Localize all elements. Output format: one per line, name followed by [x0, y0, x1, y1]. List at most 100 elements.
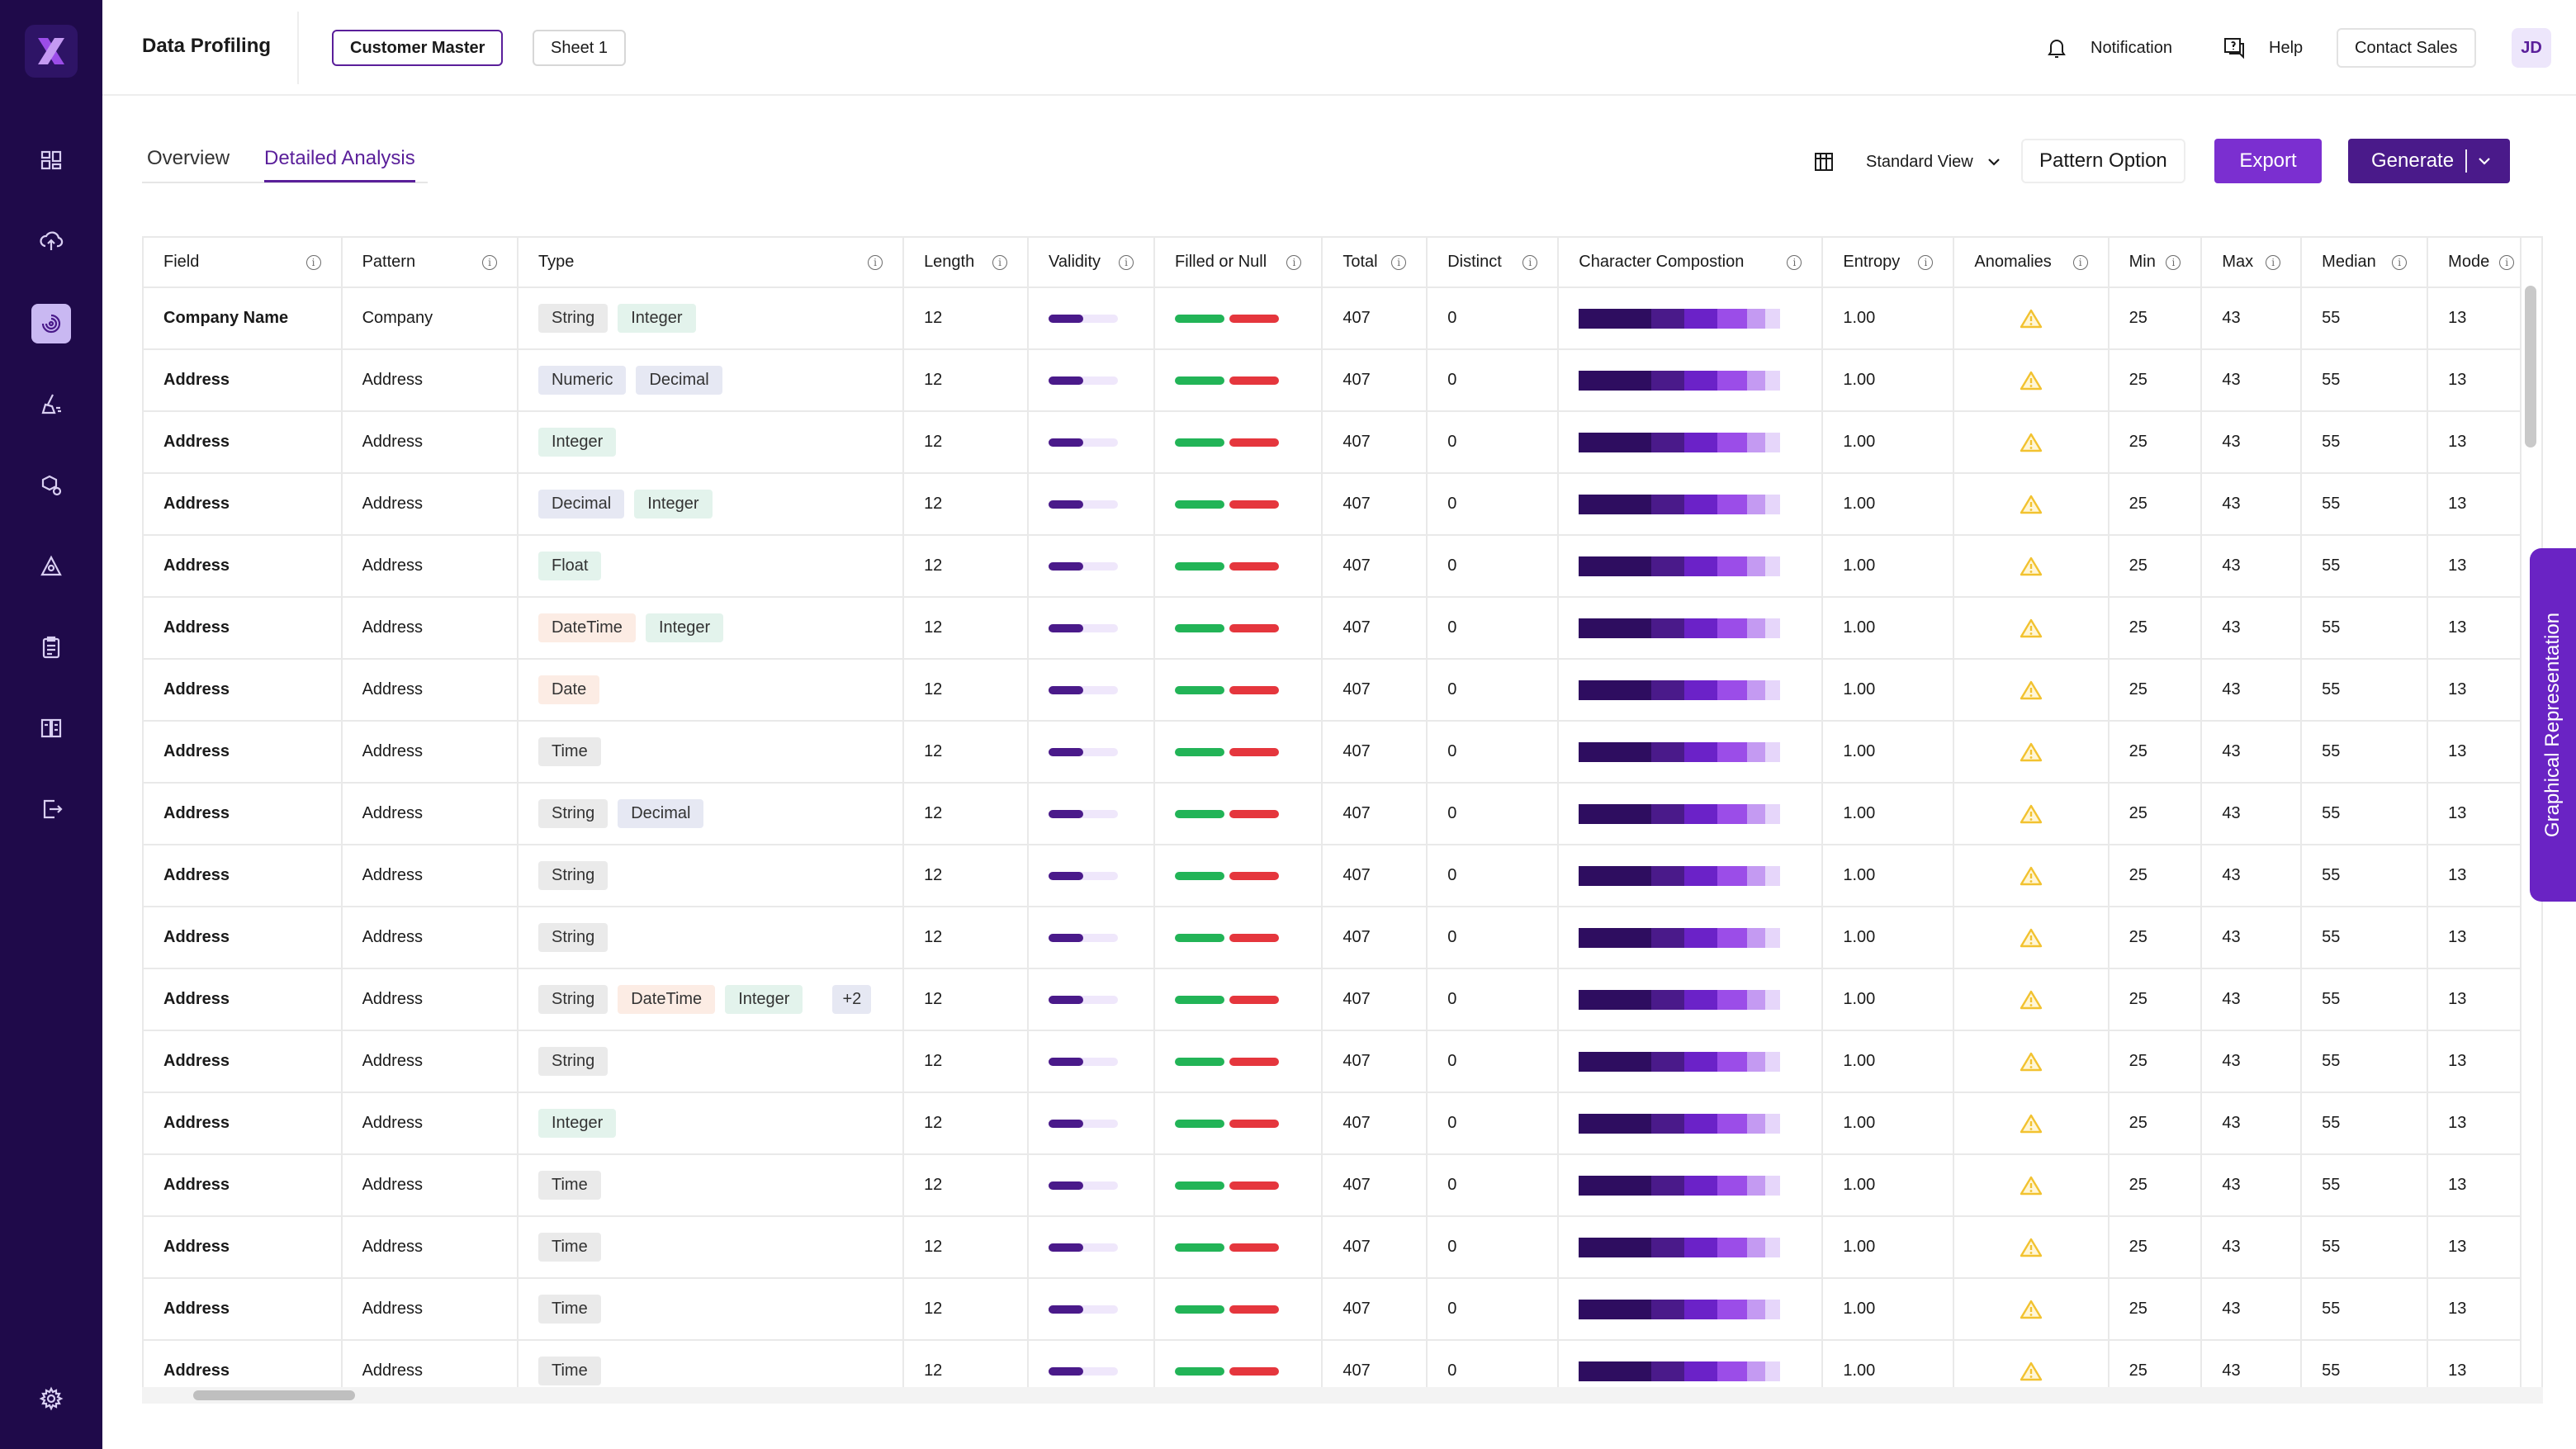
warning-triangle-icon[interactable] — [2020, 556, 2043, 577]
column-header[interactable]: Anomalies i — [1953, 238, 2110, 288]
horizontal-scroll-thumb[interactable] — [193, 1390, 355, 1400]
column-header[interactable]: Mode i — [2427, 238, 2522, 288]
column-header[interactable]: Length i — [903, 238, 1030, 288]
info-icon[interactable]: i — [2072, 254, 2088, 270]
anomalies-cell — [1953, 721, 2110, 784]
clipboard-icon[interactable] — [31, 627, 71, 667]
table-row[interactable]: Address Address String 12 407 0 1.00 25 43 55 13 — [144, 907, 2522, 969]
info-icon[interactable]: i — [2266, 254, 2281, 270]
warning-triangle-icon[interactable] — [2020, 1175, 2043, 1196]
table-row[interactable]: Address Address Integer 12 407 0 1.00 25 43 55 13 — [144, 411, 2522, 474]
column-header[interactable]: Pattern i — [341, 238, 519, 288]
column-header[interactable]: Character Compostion i — [1558, 238, 1824, 288]
warning-triangle-icon[interactable] — [2020, 1237, 2043, 1258]
data-profiling-icon[interactable] — [31, 304, 71, 343]
null-bar — [1229, 1119, 1280, 1128]
info-icon[interactable]: i — [1522, 254, 1538, 270]
tab-overview[interactable]: Overview — [147, 147, 230, 169]
table-row[interactable]: Address Address String 12 407 0 1.00 25 43 55 13 — [144, 1030, 2522, 1093]
info-icon[interactable]: i — [1391, 254, 1407, 270]
warning-triangle-icon[interactable] — [2020, 680, 2043, 701]
warning-triangle-icon[interactable] — [2020, 308, 2043, 329]
export-button[interactable]: Export — [2214, 139, 2322, 183]
table-row[interactable]: Company Name Company String Integer 12 407 0 1.… — [144, 287, 2522, 350]
column-header[interactable]: Distinct i — [1427, 238, 1560, 288]
warning-triangle-icon[interactable] — [2020, 1361, 2043, 1382]
column-header[interactable]: Min i — [2108, 238, 2203, 288]
table-row[interactable]: Address Address Date 12 407 0 1.00 25 43 55 13 — [144, 659, 2522, 722]
table-row[interactable]: Address Address String Decimal 12 407 0 1.00 25 4… — [144, 783, 2522, 845]
table-row[interactable]: Address Address Time 12 407 0 1.00 25 43 55 13 — [144, 1278, 2522, 1341]
info-icon[interactable]: i — [1918, 254, 1934, 270]
column-header[interactable]: Entropy i — [1822, 238, 1955, 288]
column-header[interactable]: Filled or Null i — [1154, 238, 1324, 288]
data-cleansing-icon[interactable] — [31, 385, 71, 424]
info-icon[interactable]: i — [992, 254, 1008, 270]
warning-triangle-icon[interactable] — [2020, 927, 2043, 949]
total-cell: 407 — [1322, 845, 1428, 907]
table-row[interactable]: Address Address Time 12 407 0 1.00 25 43 55 13 — [144, 721, 2522, 784]
notification-button[interactable]: Notification — [2046, 28, 2172, 68]
compare-icon[interactable] — [31, 708, 71, 748]
cloud-upload-icon[interactable] — [31, 221, 71, 261]
pattern-option-button[interactable]: Pattern Option — [2021, 139, 2185, 183]
info-icon[interactable]: i — [305, 254, 321, 270]
graphical-representation-tab[interactable]: Graphical Representation — [2530, 548, 2576, 902]
info-icon[interactable]: i — [481, 254, 497, 270]
warning-triangle-icon[interactable] — [2020, 1051, 2043, 1073]
view-selector[interactable]: Standard View — [1813, 140, 2001, 183]
column-header[interactable]: Field i — [144, 238, 343, 288]
table-row[interactable]: Address Address Time 12 407 0 1.00 25 43 55 13 — [144, 1154, 2522, 1217]
info-icon[interactable]: i — [1787, 254, 1802, 270]
settings-cubes-icon[interactable] — [31, 466, 71, 505]
info-icon[interactable]: i — [1119, 254, 1134, 270]
column-header[interactable]: Max i — [2201, 238, 2303, 288]
column-header[interactable]: Type i — [517, 238, 905, 288]
help-button[interactable]: Help — [2223, 28, 2303, 68]
export-file-icon[interactable] — [31, 789, 71, 829]
more-types-badge[interactable]: +2 — [832, 985, 872, 1014]
generate-button[interactable]: Generate — [2348, 139, 2510, 183]
tab-customer-master[interactable]: Customer Master — [332, 30, 504, 66]
warning-triangle-icon[interactable] — [2020, 989, 2043, 1011]
warning-triangle-icon[interactable] — [2020, 803, 2043, 825]
column-header[interactable]: Total i — [1322, 238, 1428, 288]
warning-triangle-icon[interactable] — [2020, 865, 2043, 887]
chevron-down-icon[interactable] — [2477, 156, 2492, 166]
table-row[interactable]: Address Address DateTime Integer 12 407 0 1.00 2… — [144, 597, 2522, 660]
gear-icon[interactable] — [31, 1379, 71, 1418]
shapes-icon[interactable] — [31, 547, 71, 586]
dashboard-icon[interactable] — [31, 140, 71, 180]
brand-logo[interactable] — [25, 25, 78, 78]
warning-triangle-icon[interactable] — [2020, 370, 2043, 391]
table-row[interactable]: Address Address Time 12 407 0 1.00 25 43 55 13 — [144, 1216, 2522, 1279]
horizontal-scrollbar[interactable] — [142, 1387, 2543, 1404]
table-row[interactable]: Address Address String 12 407 0 1.00 25 43 55 13 — [144, 845, 2522, 907]
avatar[interactable]: JD — [2512, 28, 2551, 68]
info-icon[interactable]: i — [1286, 254, 1302, 270]
tab-sheet-1[interactable]: Sheet 1 — [533, 30, 626, 66]
char-composition-segment — [1684, 494, 1718, 514]
type-tag: Decimal — [537, 490, 625, 519]
vertical-scroll-thumb[interactable] — [2525, 286, 2536, 447]
column-header[interactable]: Validity i — [1028, 238, 1156, 288]
warning-triangle-icon[interactable] — [2020, 1299, 2043, 1320]
contact-sales-button[interactable]: Contact Sales — [2337, 28, 2476, 68]
table-row[interactable]: Address Address Decimal Integer 12 407 0 1.00 25… — [144, 473, 2522, 536]
table-row[interactable]: Address Address Integer 12 407 0 1.00 25 43 55 13 — [144, 1092, 2522, 1155]
column-header[interactable]: Median i — [2301, 238, 2429, 288]
table-row[interactable]: Address Address Float 12 407 0 1.00 25 43 55 13 — [144, 535, 2522, 598]
warning-triangle-icon[interactable] — [2020, 432, 2043, 453]
info-icon[interactable]: i — [2392, 254, 2408, 270]
warning-triangle-icon[interactable] — [2020, 618, 2043, 639]
null-bar — [1229, 685, 1280, 694]
warning-triangle-icon[interactable] — [2020, 741, 2043, 763]
table-row[interactable]: Address Address String DateTime Integer +2 12 4… — [144, 968, 2522, 1031]
warning-triangle-icon[interactable] — [2020, 494, 2043, 515]
warning-triangle-icon[interactable] — [2020, 1113, 2043, 1134]
table-row[interactable]: Address Address Numeric Decimal 12 407 0 1.00 25… — [144, 349, 2522, 412]
info-icon[interactable]: i — [868, 254, 883, 270]
info-icon[interactable]: i — [2499, 254, 2515, 270]
info-icon[interactable]: i — [2166, 254, 2181, 270]
tab-detailed-analysis[interactable]: Detailed Analysis — [264, 147, 415, 182]
